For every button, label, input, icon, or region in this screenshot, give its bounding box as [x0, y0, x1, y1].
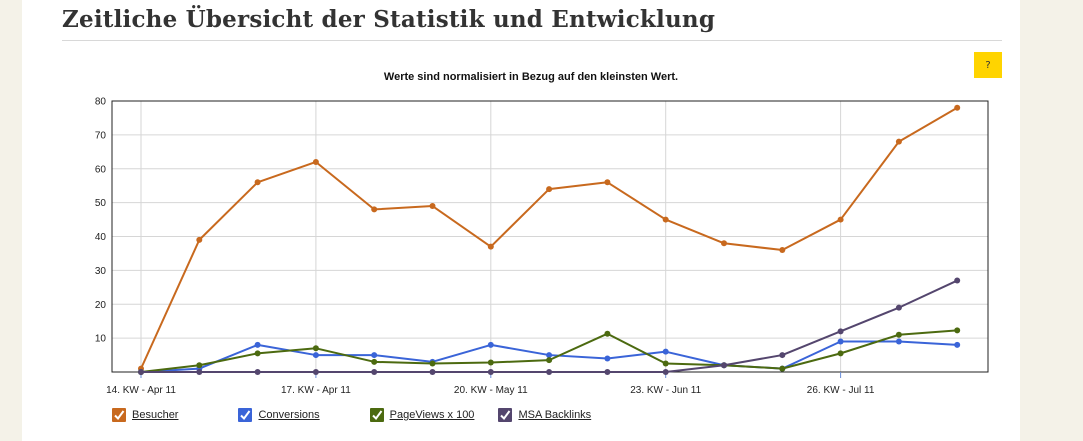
point-msa-backlinks[interactable] — [895, 304, 902, 311]
point-besucher[interactable] — [429, 203, 436, 210]
point-besucher[interactable] — [254, 179, 261, 186]
point-besucher[interactable] — [895, 138, 902, 145]
point-pageviews-x-100[interactable] — [371, 358, 378, 365]
legend-item-msa-backlinks[interactable]: MSA Backlinks — [498, 405, 591, 425]
series-line-pageviews-x-100 — [140, 329, 958, 373]
point-pageviews-x-100[interactable] — [895, 331, 902, 338]
point-msa-backlinks[interactable] — [954, 277, 961, 284]
legend-label: Besucher — [132, 409, 179, 421]
x-tick-label: 14. KW - Apr 11 — [106, 385, 176, 396]
y-tick-label: 50 — [95, 198, 107, 209]
point-pageviews-x-100[interactable] — [487, 359, 494, 366]
point-conversions[interactable] — [312, 352, 319, 359]
point-pageviews-x-100[interactable] — [196, 362, 203, 369]
point-conversions[interactable] — [604, 355, 611, 362]
axis-layer: 10 20 30 40 50 60 70 80 14. KW - Apr 11 17. KW - … — [95, 97, 875, 397]
y-tick-label: 10 — [95, 334, 107, 345]
chart-title: Werte sind normalisiert in Bezug auf den… — [384, 71, 678, 83]
help-button[interactable]: ? — [974, 52, 1002, 78]
legend-label: MSA Backlinks — [518, 409, 592, 421]
x-tick-label: 23. KW - Jun 11 — [630, 385, 701, 396]
legend-item-besucher[interactable]: Besucher — [112, 405, 178, 425]
point-msa-backlinks[interactable] — [546, 369, 553, 375]
point-pageviews-x-100[interactable] — [429, 360, 436, 367]
y-tick-label: 80 — [95, 97, 107, 108]
point-besucher[interactable] — [312, 158, 319, 165]
series-layer — [138, 104, 961, 375]
point-conversions[interactable] — [662, 348, 669, 355]
point-besucher[interactable] — [371, 206, 378, 213]
page-title: Zeitliche Übersicht der Statistik und En… — [62, 6, 716, 33]
checkbox-icon[interactable] — [369, 408, 384, 422]
point-conversions[interactable] — [371, 352, 378, 359]
point-msa-backlinks[interactable] — [662, 369, 669, 375]
chart-legend: Besucher Conversions PageViews x 100 MSA Ba… — [112, 405, 591, 425]
point-pageviews-x-100[interactable] — [604, 330, 611, 337]
y-tick-label: 40 — [95, 232, 107, 243]
page-margin-right — [1020, 0, 1083, 441]
point-besucher[interactable] — [954, 104, 961, 111]
point-msa-backlinks[interactable] — [779, 352, 786, 359]
point-besucher[interactable] — [546, 186, 553, 193]
point-besucher[interactable] — [779, 247, 786, 254]
point-besucher[interactable] — [196, 236, 203, 243]
point-msa-backlinks[interactable] — [196, 369, 203, 375]
point-pageviews-x-100[interactable] — [254, 350, 261, 357]
series-line-besucher — [140, 106, 958, 370]
point-conversions[interactable] — [487, 341, 494, 348]
title-divider — [62, 40, 1002, 41]
grid-layer — [112, 100, 988, 372]
point-pageviews-x-100[interactable] — [312, 345, 319, 352]
x-tick-label: 26. KW - Jul 11 — [807, 385, 875, 396]
checkbox-icon[interactable] — [498, 408, 513, 422]
point-besucher[interactable] — [721, 240, 727, 247]
point-conversions[interactable] — [895, 338, 902, 345]
y-tick-label: 70 — [95, 130, 107, 141]
y-tick-label: 20 — [95, 300, 107, 311]
point-msa-backlinks[interactable] — [371, 369, 378, 375]
x-tick-label: 17. KW - Apr 11 — [281, 385, 351, 396]
point-besucher[interactable] — [837, 216, 844, 223]
legend-item-pageviews-x-100[interactable]: PageViews x 100 — [369, 405, 475, 425]
legend-label: PageViews x 100 — [389, 409, 475, 421]
line-chart: Werte sind normalisiert in Bezug auf den… — [95, 71, 989, 397]
legend-label: Conversions — [258, 409, 320, 421]
point-pageviews-x-100[interactable] — [779, 365, 786, 372]
point-pageviews-x-100[interactable] — [662, 360, 669, 367]
point-msa-backlinks[interactable] — [487, 369, 494, 375]
x-tick-label: 20. KW - May 11 — [454, 385, 528, 396]
point-msa-backlinks[interactable] — [138, 369, 144, 375]
y-tick-label: 30 — [95, 266, 107, 277]
content-panel: Zeitliche Übersicht der Statistik und En… — [22, 0, 1020, 441]
point-pageviews-x-100[interactable] — [546, 357, 553, 364]
point-msa-backlinks[interactable] — [254, 369, 261, 375]
point-msa-backlinks[interactable] — [312, 369, 319, 375]
legend-item-conversions[interactable]: Conversions — [238, 405, 320, 425]
point-conversions[interactable] — [546, 352, 553, 359]
point-conversions[interactable] — [954, 341, 961, 348]
point-besucher[interactable] — [487, 243, 494, 250]
y-tick-label: 60 — [95, 164, 107, 175]
point-msa-backlinks[interactable] — [721, 362, 727, 369]
checkbox-icon[interactable] — [112, 408, 126, 422]
point-conversions[interactable] — [254, 341, 261, 348]
point-msa-backlinks[interactable] — [604, 369, 611, 375]
point-msa-backlinks[interactable] — [429, 369, 436, 375]
point-besucher[interactable] — [604, 179, 611, 186]
point-conversions[interactable] — [837, 338, 844, 345]
point-besucher[interactable] — [662, 216, 669, 223]
checkbox-icon[interactable] — [238, 408, 253, 422]
point-pageviews-x-100[interactable] — [954, 327, 961, 334]
point-pageviews-x-100[interactable] — [837, 350, 844, 357]
point-msa-backlinks[interactable] — [837, 328, 844, 335]
